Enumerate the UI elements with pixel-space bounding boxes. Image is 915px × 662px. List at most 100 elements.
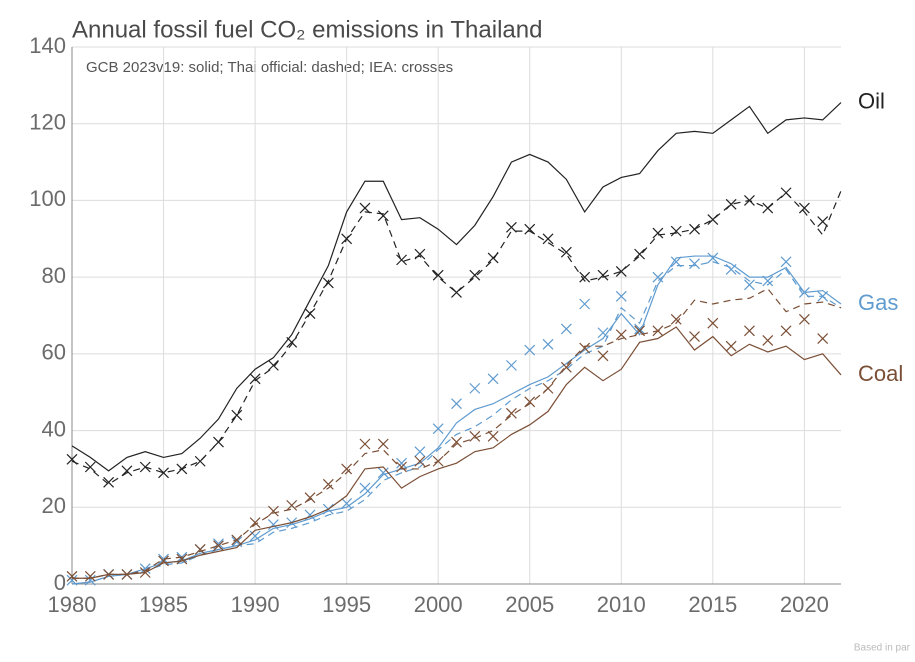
cross-marker [780, 187, 792, 199]
cross-marker [176, 463, 188, 475]
x-tick-label: 1990 [231, 592, 280, 617]
cross-marker [194, 455, 206, 467]
cross-marker [121, 465, 133, 477]
cross-marker [817, 216, 829, 227]
cross-marker [451, 436, 462, 448]
cross-marker [414, 455, 426, 467]
x-tick-label: 2005 [505, 592, 554, 617]
cross-marker [84, 570, 96, 582]
cross-marker [139, 461, 151, 473]
y-tick-label: 140 [29, 33, 66, 58]
cross-marker [341, 233, 353, 245]
cross-marker [231, 534, 243, 546]
x-tick-label: 1985 [139, 592, 188, 617]
series-line [72, 326, 842, 579]
cross-marker [652, 325, 664, 337]
cross-marker [506, 359, 517, 371]
cross-marker [725, 340, 737, 352]
cross-marker [432, 423, 444, 435]
chart-subtitle: GCB 2023v19: solid; Thai official: dashe… [86, 59, 453, 76]
cross-marker [469, 269, 481, 281]
y-tick-label: 120 [29, 110, 66, 135]
cross-marker [396, 457, 407, 469]
cross-marker [359, 202, 371, 214]
cross-marker [139, 567, 151, 578]
cross-marker [396, 254, 407, 266]
cross-marker [798, 202, 810, 214]
cross-marker [158, 467, 169, 479]
cross-marker [707, 252, 719, 264]
cross-marker [670, 225, 682, 237]
cross-marker [780, 325, 792, 337]
cross-marker [396, 461, 407, 473]
cross-marker [744, 195, 755, 206]
cross-marker [304, 308, 316, 320]
cross-marker [103, 476, 115, 488]
cross-marker [176, 553, 188, 565]
cross-marker [213, 436, 224, 448]
cross-marker [66, 574, 78, 586]
x-tick-label: 2020 [780, 592, 829, 617]
cross-marker [817, 290, 829, 302]
series-label: Coal [858, 361, 903, 386]
cross-marker [579, 342, 591, 354]
cross-marker [451, 287, 462, 298]
cross-marker [103, 568, 115, 580]
cross-marker [615, 290, 627, 302]
cross-marker [744, 325, 755, 337]
cross-marker [84, 461, 96, 473]
cross-marker [322, 277, 334, 289]
cross-marker [506, 407, 517, 419]
x-tick-label: 2010 [597, 592, 646, 617]
cross-marker [542, 233, 554, 245]
series-line [71, 102, 842, 472]
cross-marker [213, 540, 224, 552]
cross-marker [634, 248, 646, 260]
cross-marker [322, 478, 334, 490]
cross-marker [524, 223, 536, 235]
cross-marker [469, 382, 481, 394]
cross-marker [267, 359, 279, 371]
y-tick-label: 100 [29, 186, 66, 211]
cross-marker [689, 223, 700, 235]
cross-marker [560, 246, 572, 258]
cross-marker [304, 492, 316, 504]
cross-marker [780, 256, 792, 268]
x-tick-label: 1995 [322, 592, 371, 617]
x-tick-label: 2015 [688, 592, 737, 617]
cross-marker [542, 338, 554, 350]
chart-title: Annual fossil fuel CO₂ emissions in Thai… [72, 16, 542, 43]
cross-marker [597, 350, 609, 362]
cross-marker [194, 544, 206, 555]
cross-marker [487, 373, 499, 385]
cross-marker [377, 467, 389, 479]
cross-marker [249, 373, 261, 385]
series-line [71, 190, 842, 486]
cross-marker [689, 331, 700, 343]
x-tick-label: 2000 [414, 592, 463, 617]
cross-marker [506, 221, 517, 233]
y-tick-label: 0 [54, 570, 66, 595]
series-label: Oil [858, 88, 885, 113]
series-line [72, 287, 842, 579]
cross-marker [377, 210, 389, 222]
y-tick-label: 60 [42, 340, 66, 365]
cross-marker [341, 498, 353, 509]
cross-marker [121, 568, 133, 580]
cross-marker [707, 214, 719, 226]
cross-marker [66, 453, 78, 465]
y-tick-label: 40 [42, 416, 66, 441]
cross-marker [377, 438, 389, 450]
cross-marker [597, 327, 609, 339]
cross-marker [689, 258, 700, 270]
cross-marker [524, 396, 536, 408]
cross-marker [487, 430, 499, 442]
cross-marker [414, 446, 426, 458]
cross-marker [524, 344, 536, 356]
cross-marker [652, 271, 664, 283]
cross-marker [487, 252, 499, 264]
cross-marker [451, 398, 462, 410]
cross-marker [579, 298, 591, 310]
cross-marker [615, 265, 627, 277]
cross-marker [341, 463, 353, 475]
